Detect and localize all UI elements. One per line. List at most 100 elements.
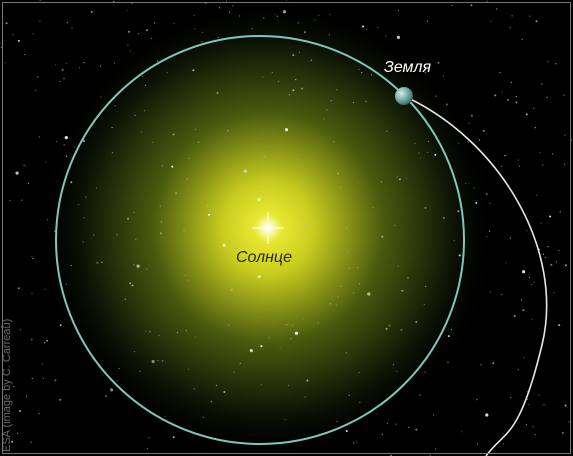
star xyxy=(349,395,350,396)
star xyxy=(294,166,295,167)
star xyxy=(45,161,46,162)
star xyxy=(447,362,448,363)
star xyxy=(340,286,341,287)
star xyxy=(435,448,436,449)
star xyxy=(377,413,378,414)
star xyxy=(114,63,115,64)
star xyxy=(510,237,511,238)
star xyxy=(516,96,517,97)
star xyxy=(458,143,459,144)
star xyxy=(506,262,507,263)
star xyxy=(39,136,40,137)
star xyxy=(223,244,226,247)
star xyxy=(476,399,477,400)
star xyxy=(529,277,530,278)
star xyxy=(297,158,298,159)
star xyxy=(353,102,354,103)
star xyxy=(407,277,408,278)
star xyxy=(165,416,166,417)
star xyxy=(503,443,504,444)
star xyxy=(493,362,494,363)
star xyxy=(1,47,2,48)
star xyxy=(331,100,332,101)
star xyxy=(397,177,398,178)
star xyxy=(147,448,148,449)
star xyxy=(330,303,331,304)
star xyxy=(299,52,300,53)
star xyxy=(541,83,542,84)
star xyxy=(20,329,21,330)
star xyxy=(302,318,303,319)
star xyxy=(161,221,162,222)
star xyxy=(173,436,175,438)
star xyxy=(471,115,473,117)
star xyxy=(152,360,155,363)
star xyxy=(543,254,544,255)
star xyxy=(31,256,32,257)
star xyxy=(24,54,25,55)
earth-label: Земля xyxy=(384,59,432,76)
star xyxy=(418,152,419,153)
star xyxy=(203,417,204,418)
star xyxy=(192,69,194,71)
star xyxy=(83,241,84,242)
star xyxy=(43,378,44,379)
star xyxy=(305,396,306,397)
star xyxy=(514,315,516,317)
star xyxy=(160,232,162,234)
star xyxy=(146,269,147,270)
star xyxy=(244,170,247,173)
star xyxy=(556,261,557,262)
star xyxy=(135,239,136,240)
star xyxy=(337,421,338,422)
star xyxy=(60,324,62,326)
star xyxy=(74,147,75,148)
star xyxy=(393,364,394,365)
star xyxy=(465,183,466,184)
star xyxy=(527,399,528,400)
star xyxy=(100,65,101,66)
star xyxy=(451,5,452,6)
star xyxy=(225,137,226,138)
star xyxy=(306,224,307,225)
star xyxy=(356,441,357,442)
star xyxy=(366,29,367,30)
star xyxy=(279,200,280,201)
star xyxy=(65,136,68,139)
star xyxy=(83,140,85,142)
star xyxy=(358,182,359,183)
star xyxy=(489,203,490,204)
star xyxy=(145,85,146,86)
star xyxy=(546,97,547,98)
star xyxy=(446,104,448,106)
star xyxy=(32,258,33,259)
star xyxy=(264,156,265,157)
star xyxy=(340,186,341,187)
star xyxy=(154,22,155,23)
star xyxy=(28,183,29,184)
star xyxy=(31,293,32,294)
star xyxy=(42,363,43,364)
star xyxy=(269,268,270,269)
star xyxy=(110,388,113,391)
star xyxy=(63,78,64,79)
star xyxy=(565,405,567,407)
star xyxy=(226,1,227,2)
star xyxy=(490,21,491,22)
star xyxy=(285,128,288,131)
star xyxy=(304,31,306,33)
star xyxy=(533,108,534,109)
star xyxy=(173,134,175,136)
star xyxy=(510,27,511,28)
star xyxy=(516,102,518,104)
star xyxy=(167,72,168,73)
star xyxy=(377,27,378,28)
star xyxy=(406,178,407,179)
star xyxy=(434,154,436,156)
star xyxy=(32,378,33,379)
star xyxy=(534,282,535,283)
star xyxy=(66,284,67,285)
star xyxy=(46,340,48,342)
sun-label: Солнце xyxy=(236,249,292,266)
star xyxy=(415,321,417,323)
